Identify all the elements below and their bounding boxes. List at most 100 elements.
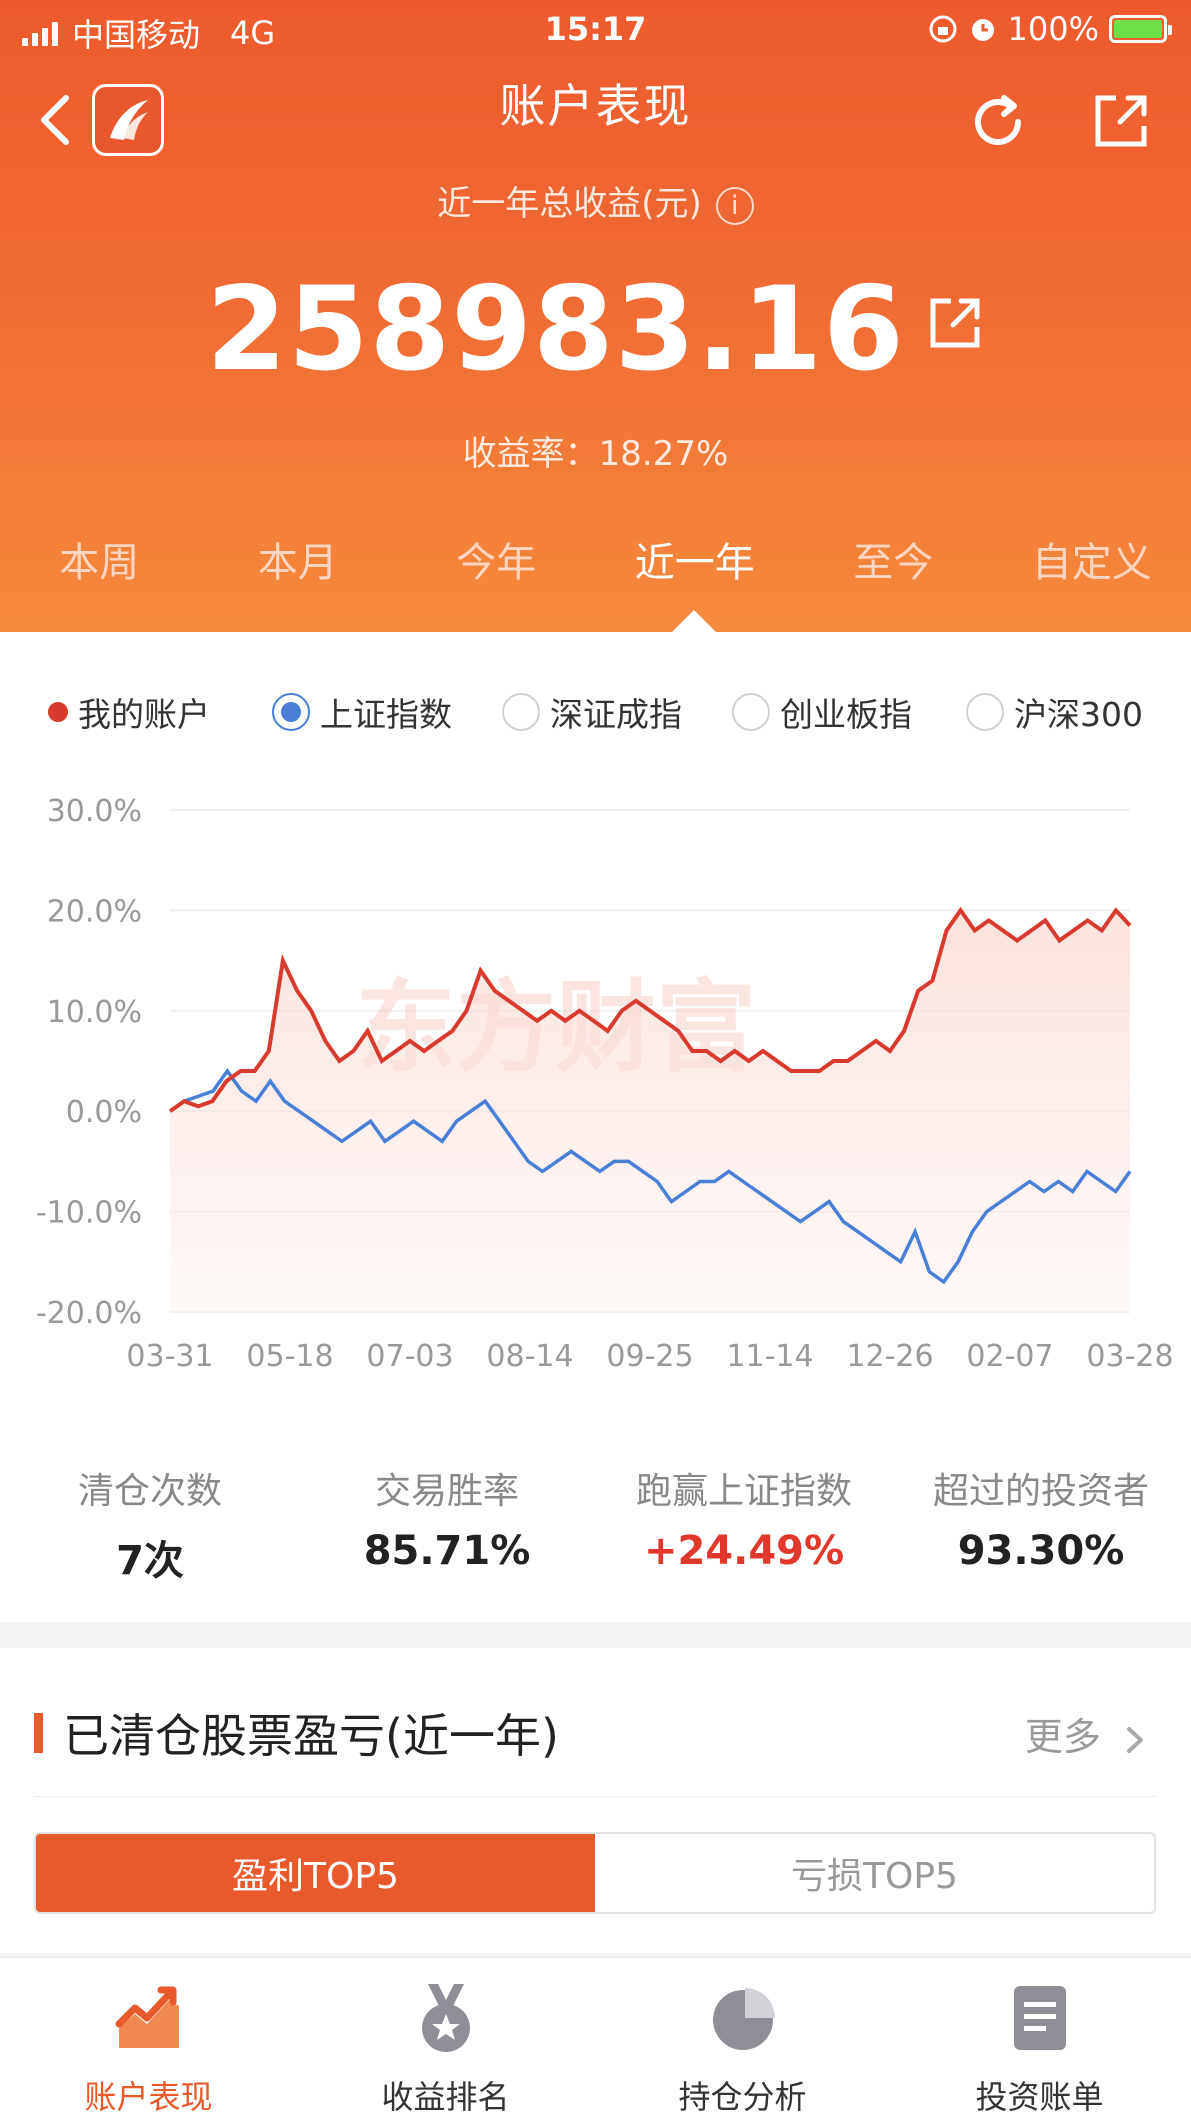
radio-shenzhen[interactable]: 深证成指 xyxy=(502,688,682,736)
stat-label: 交易胜率 xyxy=(374,1471,519,1512)
legend-dot-icon xyxy=(48,702,68,722)
stat-label: 清仓次数 xyxy=(77,1471,222,1512)
nav-label[interactable]: 收益排名 xyxy=(381,2078,510,2116)
tab-ytd[interactable]: 今年 xyxy=(456,540,537,586)
y-tick-label: -20.0% xyxy=(36,1296,142,1331)
shanghai-index-line xyxy=(168,1067,1132,1285)
stat-beat-index: 跑赢上证指数 +24.49% xyxy=(594,1462,894,1574)
title-accent-bar xyxy=(34,1713,43,1753)
radio-shanghai-label: 上证指数 xyxy=(320,695,452,734)
pie-chart-icon[interactable] xyxy=(703,1978,783,2058)
header: 中国移动 4G 15:17 100% 账户表现 近一年总收益(元) i 2 xyxy=(0,0,1191,632)
total-profit-label: 近一年总收益(元) i xyxy=(0,176,1191,225)
seg-profit-top5[interactable]: 盈利TOP5 xyxy=(36,1834,595,1912)
nav-bar: 账户表现 xyxy=(0,62,1191,172)
y-tick-label: -10.0% xyxy=(36,1196,142,1231)
info-icon[interactable]: i xyxy=(715,186,754,225)
nav-label[interactable]: 投资账单 xyxy=(975,2078,1104,2116)
status-left: 中国移动 4G xyxy=(22,10,275,56)
page-title: 账户表现 xyxy=(499,79,692,133)
x-tick-label: 11-14 xyxy=(726,1339,813,1374)
battery-percent: 100% xyxy=(1007,10,1099,48)
my-account-line xyxy=(168,906,1132,1113)
stat-win-rate: 交易胜率 85.71% xyxy=(297,1462,597,1574)
more-link[interactable]: 更多 xyxy=(1025,1706,1147,1761)
carrier-label: 中国移动 xyxy=(72,16,201,54)
orientation-lock-icon xyxy=(929,15,957,43)
nav-holdings-analysis[interactable]: 持仓分析 xyxy=(594,1978,891,2117)
stats-row: 清仓次数 7次 交易胜率 85.71% 跑赢上证指数 +24.49% 超过的投资… xyxy=(0,1462,1191,1584)
section-title: 已清仓股票盈亏(近一年) xyxy=(34,1700,559,1766)
signal-icon xyxy=(22,20,58,46)
nav-investment-bill[interactable]: 投资账单 xyxy=(891,1978,1188,2117)
x-tick-label: 03-28 xyxy=(1086,1339,1173,1374)
stat-value: 93.30% xyxy=(957,1528,1125,1574)
trend-chart-icon[interactable] xyxy=(109,1978,189,2058)
legend-my-account-label: 我的账户 xyxy=(78,695,210,734)
radio-unchecked-icon[interactable] xyxy=(732,693,770,731)
total-profit-number: 258983.16 xyxy=(206,262,905,397)
stat-value: +24.49% xyxy=(643,1528,845,1574)
tab-one-year[interactable]: 近一年 xyxy=(634,540,755,586)
radio-checked-icon[interactable] xyxy=(272,693,310,731)
bottom-nav: 账户表现 收益排名 持仓分析 投资账单 xyxy=(0,1957,1191,2117)
tab-custom[interactable]: 自定义 xyxy=(1031,540,1152,586)
medal-icon[interactable] xyxy=(406,1978,486,2058)
nav-label[interactable]: 账户表现 xyxy=(84,2078,213,2116)
radio-shenzhen-label: 深证成指 xyxy=(550,695,682,734)
status-bar: 中国移动 4G 15:17 100% xyxy=(0,0,1191,58)
divider xyxy=(34,1796,1157,1797)
nav-label[interactable]: 持仓分析 xyxy=(678,2078,807,2116)
battery-icon xyxy=(1109,15,1172,43)
more-link-label[interactable]: 更多 xyxy=(1024,1715,1101,1759)
stat-value: 85.71% xyxy=(363,1528,531,1574)
x-tick-label: 02-07 xyxy=(966,1339,1053,1374)
status-right: 100% xyxy=(928,10,1172,48)
share-profit-icon[interactable] xyxy=(925,293,985,353)
document-icon[interactable] xyxy=(1000,1978,1080,2058)
nav-profit-ranking[interactable]: 收益排名 xyxy=(297,1978,594,2117)
network-label: 4G xyxy=(230,14,276,52)
radio-unchecked-icon[interactable] xyxy=(502,693,540,731)
tab-week[interactable]: 本周 xyxy=(59,540,140,586)
status-time: 15:17 xyxy=(544,10,647,48)
radio-csi300-label: 沪深300 xyxy=(1014,695,1143,734)
x-tick-label: 12-26 xyxy=(846,1339,933,1374)
y-tick-label: 10.0% xyxy=(47,995,142,1030)
chart-legend: 我的账户 上证指数 深证成指 创业板指 沪深300 xyxy=(0,688,1191,738)
total-profit-label-text: 近一年总收益(元) xyxy=(437,184,702,224)
x-tick-label: 05-18 xyxy=(246,1339,333,1374)
back-button[interactable] xyxy=(30,90,80,150)
radio-csi300[interactable]: 沪深300 xyxy=(966,688,1143,736)
y-tick-label: 0.0% xyxy=(66,1095,142,1130)
total-profit-value: 258983.16 xyxy=(0,262,1191,397)
active-tab-indicator xyxy=(672,610,716,632)
app-logo-icon xyxy=(92,84,164,156)
top5-segmented-control: 盈利TOP5 亏损TOP5 xyxy=(34,1832,1156,1914)
x-tick-label: 08-14 xyxy=(486,1339,573,1374)
closed-positions-card: 已清仓股票盈亏(近一年) 更多 盈利TOP5 亏损TOP5 xyxy=(0,1648,1191,1953)
tab-all[interactable]: 至今 xyxy=(853,540,934,586)
share-icon[interactable] xyxy=(1090,90,1152,152)
stat-label: 跑赢上证指数 xyxy=(635,1471,852,1512)
y-tick-label: 20.0% xyxy=(47,894,142,929)
section-title-text: 已清仓股票盈亏(近一年) xyxy=(63,1709,559,1763)
alarm-icon xyxy=(971,19,994,41)
tab-month[interactable]: 本月 xyxy=(257,540,338,586)
seg-loss-top5[interactable]: 亏损TOP5 xyxy=(791,1856,958,1897)
radio-shanghai[interactable]: 上证指数 xyxy=(272,688,452,736)
chevron-right-icon[interactable] xyxy=(1123,1725,1147,1755)
x-tick-label: 09-25 xyxy=(606,1339,693,1374)
radio-unchecked-icon[interactable] xyxy=(966,693,1004,731)
legend-my-account: 我的账户 xyxy=(48,688,210,736)
refresh-icon[interactable] xyxy=(966,90,1030,154)
radio-chinext[interactable]: 创业板指 xyxy=(732,688,912,736)
x-tick-label: 07-03 xyxy=(366,1339,453,1374)
y-tick-label: 30.0% xyxy=(47,794,142,829)
nav-account-performance[interactable]: 账户表现 xyxy=(0,1978,297,2117)
stat-label: 超过的投资者 xyxy=(932,1471,1149,1512)
stat-beat-investors: 超过的投资者 93.30% xyxy=(891,1462,1191,1574)
chart-card: 我的账户 上证指数 深证成指 创业板指 沪深300 xyxy=(0,632,1191,1622)
performance-chart[interactable]: 东方财富 30.0%20.0%10.0%0.0%-10.0%-20.0% 03-… xyxy=(0,772,1191,1432)
